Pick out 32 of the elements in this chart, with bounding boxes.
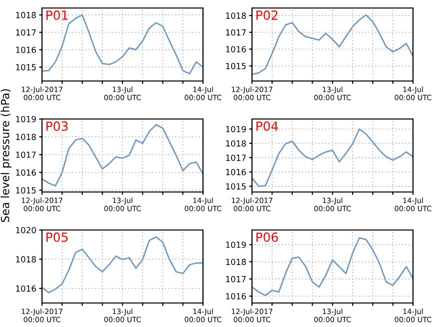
y-tick-label: 1019 [16,116,36,122]
y-tick-label: 1016 [226,168,246,176]
y-tick-label: 1015 [226,183,246,190]
y-tick-label: 1019 [226,126,246,132]
chart-title: P01 [46,10,68,20]
y-tick-label: 1019 [226,242,246,248]
y-tick-label: 1017 [226,154,246,161]
y-tick-label: 1015 [16,187,36,194]
y-tick-label: 1016 [226,293,246,300]
y-axis-title: Sea level pressure (hPa) [0,89,12,222]
y-tick-label: 1015 [16,64,36,70]
y-tick-label: 1018 [226,258,246,266]
chart-title: P06 [256,232,278,242]
y-tick-label: 1017 [16,29,36,36]
chart-title: P03 [46,121,68,131]
y-tick-label: 1017 [226,29,246,36]
chart-title: P05 [46,232,68,242]
y-tick-label: 1017 [16,152,36,158]
y-tick-label: 1018 [226,12,246,19]
chart-title: P04 [256,121,278,131]
y-tick-label: 1017 [226,276,246,282]
y-tick-label: 1016 [16,46,36,53]
y-tick-label: 1020 [16,226,36,234]
y-tick-label: 1018 [16,134,36,140]
y-tick-label: 1016 [16,169,36,176]
y-tick-label: 1018 [16,12,36,18]
chart-title: P02 [256,10,278,20]
y-tick-label: 1015 [226,62,246,70]
y-tick-label: 1016 [226,46,246,52]
y-tick-label: 1018 [226,140,246,147]
y-tick-label: 1016 [16,285,36,292]
y-tick-label: 1018 [16,256,36,262]
